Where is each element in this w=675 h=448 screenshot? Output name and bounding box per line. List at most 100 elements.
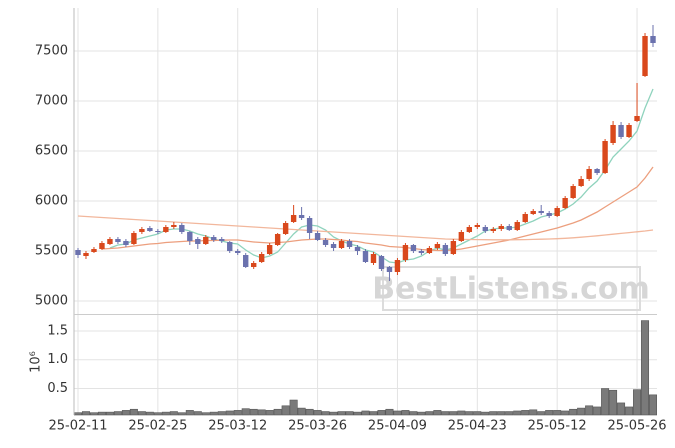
volume-bar <box>361 410 370 416</box>
candle-body <box>650 36 656 43</box>
candle-body <box>626 125 632 137</box>
candle-body <box>442 245 449 254</box>
candle-body <box>602 141 608 173</box>
volume-bar <box>329 411 338 416</box>
volume-bar <box>233 410 242 416</box>
candle-body <box>346 241 353 247</box>
candle-body <box>578 179 584 186</box>
volume-bar <box>481 411 490 416</box>
volume-bar <box>305 408 314 416</box>
candle-body <box>538 211 544 213</box>
volume-bar <box>433 410 442 416</box>
candle-body <box>554 208 560 216</box>
y-tick-label: 1.5 <box>47 323 68 338</box>
candle-body <box>594 169 600 173</box>
candle-body <box>498 226 504 229</box>
candle-body <box>370 254 377 263</box>
grid-layer <box>74 8 657 415</box>
x-tick-label: 25-05-12 <box>528 419 587 434</box>
candle-body <box>83 253 89 256</box>
candle-body <box>474 225 481 227</box>
volume-bar <box>217 411 226 416</box>
volume-bar <box>401 410 410 416</box>
candle-body <box>282 223 289 234</box>
volume-bar <box>393 410 402 416</box>
candle-body <box>362 251 369 262</box>
candle-body <box>91 249 97 252</box>
y-tick-label: 1.0 <box>47 352 68 367</box>
candle-body <box>147 228 153 231</box>
candle-body <box>322 240 329 245</box>
candle-body <box>235 251 241 253</box>
candle-body <box>163 227 169 232</box>
candle-body <box>394 260 401 272</box>
candle-body <box>227 242 233 251</box>
candle-body <box>402 245 409 260</box>
candle-body <box>330 244 337 248</box>
volume-bar <box>569 408 578 416</box>
candle-body <box>482 227 488 231</box>
candle-body <box>250 263 257 267</box>
x-tick-label: 25-04-23 <box>448 419 507 434</box>
watermark: BestListens.com <box>372 272 650 307</box>
volume-bar <box>417 411 426 416</box>
candle-body <box>179 225 185 232</box>
volume-bar <box>585 405 594 416</box>
volume-bar <box>529 409 538 416</box>
volume-bar <box>201 412 210 416</box>
candle-body <box>514 222 520 230</box>
candle-body <box>298 215 305 218</box>
volume-bar <box>449 411 458 416</box>
volume-bar <box>273 408 282 416</box>
candle-body <box>610 125 616 143</box>
volume-bar <box>353 411 362 416</box>
volume-bar <box>625 406 634 416</box>
volume-bar <box>369 411 378 416</box>
volume-bar <box>81 411 90 416</box>
candle-body <box>139 229 145 232</box>
volume-bar <box>441 411 450 416</box>
candle-body <box>115 239 121 242</box>
candle-body <box>386 267 393 272</box>
volume-bar <box>185 410 194 416</box>
volume-bar <box>561 410 570 416</box>
volume-bar <box>465 411 474 416</box>
volume-bar <box>457 410 466 416</box>
candle-body <box>75 250 81 255</box>
volume-bar <box>521 410 530 416</box>
candle-body <box>410 245 417 251</box>
candle-body <box>618 125 624 137</box>
x-tick-label: 25-02-11 <box>48 419 107 434</box>
candle-body <box>99 243 105 249</box>
volume-bar <box>473 411 482 416</box>
volume-bar <box>649 394 658 416</box>
marks-layer <box>74 25 658 416</box>
x-tick-label: 25-02-25 <box>128 419 187 434</box>
volume-bar <box>161 411 170 416</box>
volume-bar <box>633 389 642 416</box>
volume-bar <box>241 408 250 416</box>
volume-bar <box>553 410 562 416</box>
volume-bar <box>121 410 130 416</box>
volume-bar <box>337 411 346 416</box>
y-tick-label: 0.5 <box>47 381 68 396</box>
candle-body <box>107 239 113 244</box>
watermark-box <box>382 266 641 311</box>
candle-body <box>187 232 193 241</box>
volume-bar <box>377 410 386 416</box>
volume-bar <box>601 388 610 416</box>
candle-body <box>123 241 129 245</box>
candle-body <box>586 169 592 179</box>
y-tick-label: 7500 <box>35 44 68 59</box>
volume-bar <box>345 411 354 416</box>
volume-bar <box>145 411 154 416</box>
candle-body <box>634 116 640 121</box>
volume-bar <box>129 408 138 416</box>
candle-body <box>490 229 496 231</box>
volume-bar <box>74 412 82 416</box>
volume-bar <box>225 410 234 416</box>
volume-bar <box>545 410 554 416</box>
volume-bar <box>321 411 330 416</box>
candle-body <box>570 186 576 198</box>
